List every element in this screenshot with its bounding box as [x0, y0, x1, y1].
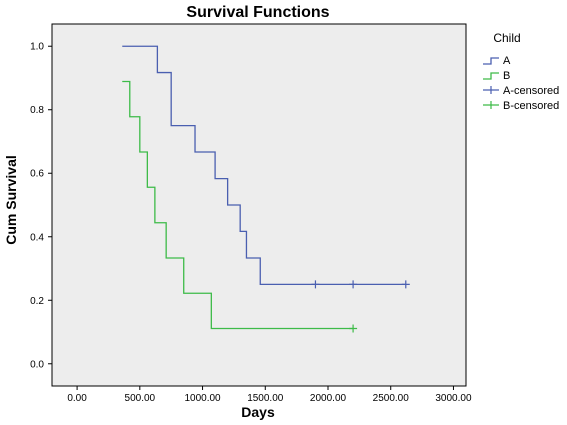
x-axis: 0.00 500.00 1000.00 1500.00 2000.00 2500.00 30… [67, 386, 472, 404]
legend-label: A [503, 55, 511, 67]
x-tick-label: 2000.00 [310, 393, 347, 404]
x-tick-label: 0.00 [67, 393, 87, 404]
legend: Child AB A-censored B-censored [483, 31, 559, 112]
y-axis-label: Cum Survival [3, 155, 19, 244]
y-tick-label: 1.0 [30, 42, 44, 53]
legend-label: B [503, 70, 510, 82]
legend-label: A-censored [503, 85, 559, 97]
y-tick-label: 0.0 [30, 359, 44, 370]
chart-title: Survival Functions [186, 4, 329, 21]
series-a-censor-mark [401, 280, 410, 289]
x-axis-label: Days [241, 404, 275, 420]
y-tick-label: 0.4 [30, 232, 44, 243]
series-b-line [122, 80, 354, 330]
plot-area [51, 23, 467, 387]
legend-swatch-censor [483, 86, 499, 94]
legend-label: B-censored [503, 100, 559, 112]
x-tick-label: 1500.00 [247, 393, 284, 404]
x-tick-label: 3000.00 [435, 393, 472, 404]
legend-title: Child [493, 31, 520, 45]
series-a-line [122, 45, 406, 286]
series-layer [122, 45, 410, 333]
legend-swatch-censor [483, 101, 499, 109]
legend-swatch-step [483, 57, 499, 65]
x-tick-label: 1000.00 [184, 393, 221, 404]
series-b-censor-mark [349, 324, 358, 333]
y-tick-label: 0.6 [30, 169, 44, 180]
series-a-censor-mark [311, 280, 320, 289]
series-a-censor-mark [349, 280, 358, 289]
y-tick-label: 0.2 [30, 296, 44, 307]
x-tick-label: 500.00 [125, 393, 156, 404]
y-tick-label: 0.8 [30, 105, 44, 116]
legend-swatch-step [483, 72, 499, 80]
x-tick-label: 2500.00 [373, 393, 410, 404]
y-axis: 0.0 0.2 0.4 0.6 0.8 1.0 [30, 42, 52, 370]
